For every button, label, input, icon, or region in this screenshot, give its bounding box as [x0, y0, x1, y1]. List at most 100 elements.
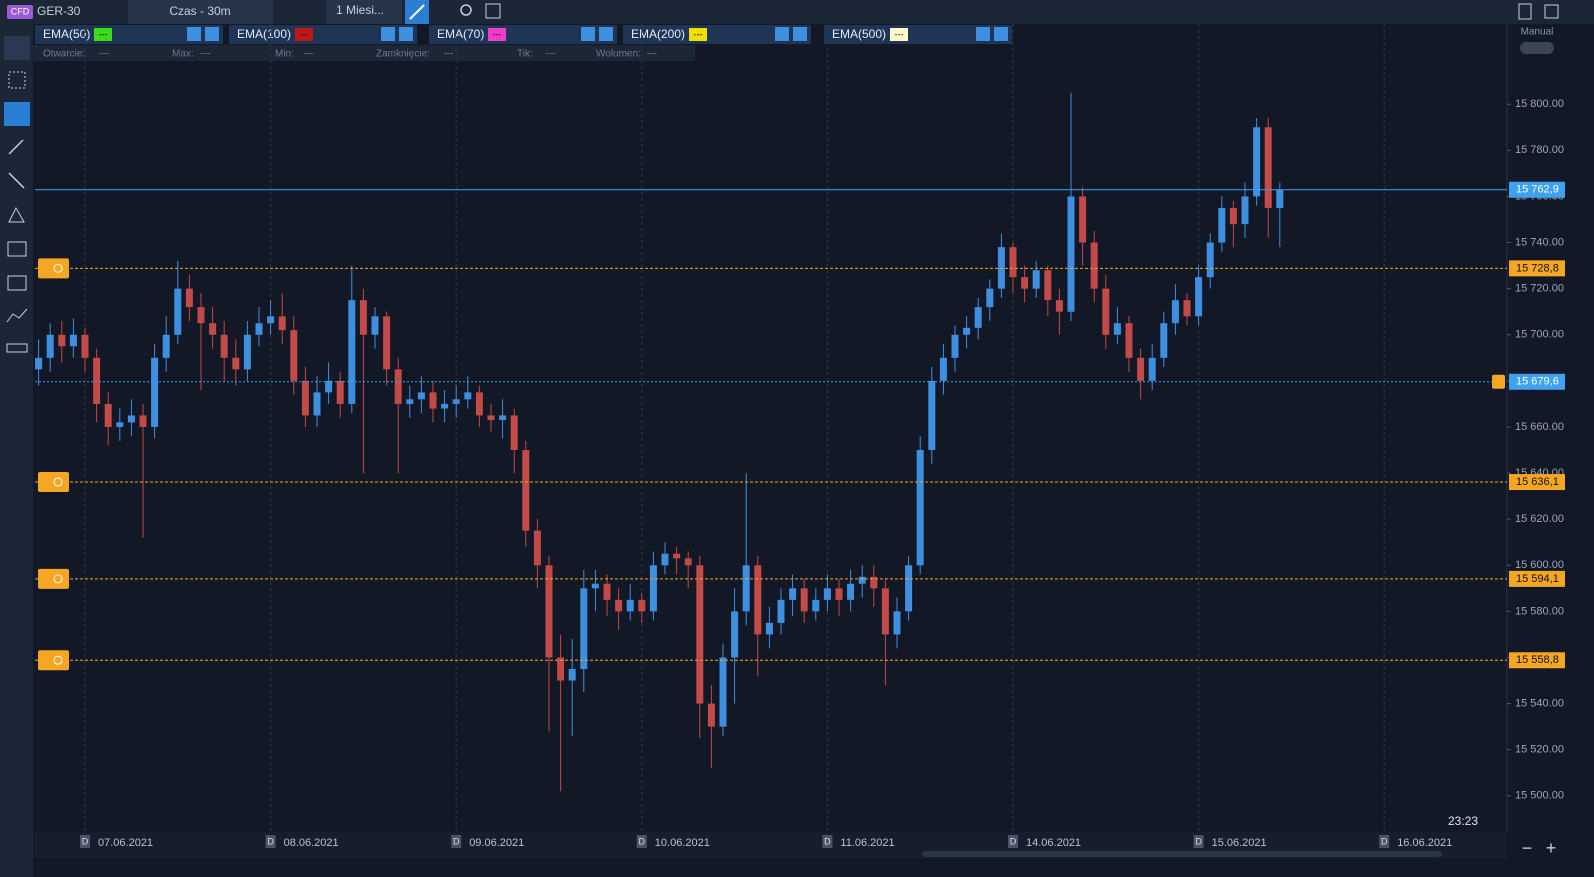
indicator-close[interactable]: [793, 27, 807, 41]
measure-tool[interactable]: [4, 102, 30, 126]
candle-body: [35, 357, 43, 370]
candle-body: [939, 357, 947, 381]
layout-icon[interactable]: [1518, 3, 1532, 20]
price-level-box: [1509, 181, 1565, 198]
price-level-box: [1509, 570, 1565, 587]
mode-toggle[interactable]: [1520, 42, 1554, 54]
candle-body: [742, 565, 750, 612]
indicator-value: ---: [99, 29, 108, 39]
candle-body: [1032, 270, 1040, 289]
day-marker-text: D: [267, 836, 274, 846]
candle-body: [475, 392, 483, 416]
indicator-swatch: [295, 28, 313, 41]
price-level-label: 15 594,1: [1516, 573, 1559, 585]
indicator-close[interactable]: [994, 27, 1008, 41]
indicator-value: ---: [694, 29, 703, 39]
candle-body: [313, 392, 321, 416]
indicator-settings[interactable]: [187, 27, 201, 41]
indicator-settings[interactable]: [976, 27, 990, 41]
candle-body: [1276, 189, 1284, 208]
pen-tool[interactable]: [8, 139, 24, 155]
candle-body: [290, 330, 298, 381]
candle-body: [1067, 196, 1075, 312]
candle-body: [383, 316, 391, 370]
indicator-settings[interactable]: [775, 27, 789, 41]
indicator-box[interactable]: [429, 25, 617, 44]
candle-body: [580, 588, 588, 670]
cursor-tool[interactable]: [4, 36, 30, 60]
search-icon[interactable]: [460, 4, 472, 16]
indicator-box[interactable]: [623, 25, 811, 44]
indicator-tool[interactable]: [6, 308, 28, 323]
y-tick-label: 15 620.00: [1515, 513, 1564, 525]
select-tool[interactable]: [8, 71, 26, 89]
indicator-settings[interactable]: [381, 27, 395, 41]
pattern-tool[interactable]: [7, 275, 27, 291]
zoom-out[interactable]: −: [1522, 838, 1533, 858]
indicator-settings[interactable]: [581, 27, 595, 41]
alert-bell-pending[interactable]: [1492, 374, 1505, 389]
day-marker: [1193, 835, 1204, 848]
ruler-tool[interactable]: [6, 343, 28, 353]
candle-body: [603, 583, 611, 600]
left-toolbar: [0, 24, 33, 877]
candle-body: [1079, 196, 1087, 243]
day-marker: [1379, 835, 1390, 848]
shape-tool[interactable]: [8, 206, 25, 223]
indicator-name: EMA(70): [437, 27, 484, 41]
info-value: ---: [303, 49, 313, 60]
cart-icon[interactable]: [1544, 4, 1559, 19]
day-marker-text: D: [1195, 836, 1202, 846]
range-select[interactable]: [326, 0, 402, 24]
y-tick-label: 15 580.00: [1515, 605, 1564, 617]
day-marker: [80, 835, 90, 848]
x-tick-label: 08.06.2021: [284, 837, 339, 849]
price-level-box: [1509, 373, 1565, 390]
indicator-close[interactable]: [205, 27, 219, 41]
day-marker-text: D: [453, 836, 460, 846]
candle-body: [267, 316, 275, 324]
candle-body: [197, 307, 205, 324]
candle-body: [1137, 357, 1145, 381]
candle-body: [905, 565, 913, 612]
interval[interactable]: Czas - 30m: [169, 4, 230, 18]
fib-tool[interactable]: [7, 241, 27, 257]
indicator-close[interactable]: [599, 27, 613, 41]
x-tick-label: 14.06.2021: [1026, 837, 1081, 849]
candle-body: [545, 565, 553, 658]
symbol[interactable]: GER-30: [37, 4, 81, 18]
line-tool[interactable]: [8, 172, 25, 189]
candle-body: [499, 415, 507, 421]
candle-body: [336, 380, 344, 404]
day-marker: [1008, 835, 1018, 848]
candle-body: [777, 599, 785, 623]
chart-icon[interactable]: [485, 3, 501, 19]
candle-body: [174, 288, 182, 335]
indicator-close[interactable]: [399, 27, 413, 41]
scrollbar[interactable]: [922, 851, 1442, 857]
candle-body: [823, 588, 831, 600]
candle-body: [1021, 277, 1029, 289]
y-tick-label: 15 720.00: [1515, 283, 1564, 295]
interval-select[interactable]: [128, 0, 273, 24]
indicator-swatch: [488, 28, 506, 41]
mode-label: Manual: [1521, 27, 1554, 38]
price-level-label: 15 728,8: [1516, 262, 1559, 274]
candle-body: [464, 392, 472, 400]
candle-body: [69, 334, 77, 347]
day-marker-text: D: [639, 836, 646, 846]
indicator-box[interactable]: [824, 25, 1012, 44]
candle-body: [1009, 247, 1017, 278]
y-tick-label: 15 660.00: [1515, 421, 1564, 433]
price-level-label: 15 636,1: [1516, 476, 1559, 488]
info-label: Min:: [275, 49, 294, 60]
candle-body: [928, 380, 936, 451]
y-tick-label: 15 600.00: [1515, 559, 1564, 571]
indicator-box[interactable]: [229, 25, 417, 44]
indicator-box[interactable]: [35, 25, 223, 44]
indicator-name: EMA(200): [631, 27, 685, 41]
range[interactable]: 1 Miesi...: [336, 3, 384, 17]
candle-body: [510, 415, 518, 451]
candle-body: [789, 588, 797, 600]
zoom-in[interactable]: +: [1546, 838, 1557, 858]
